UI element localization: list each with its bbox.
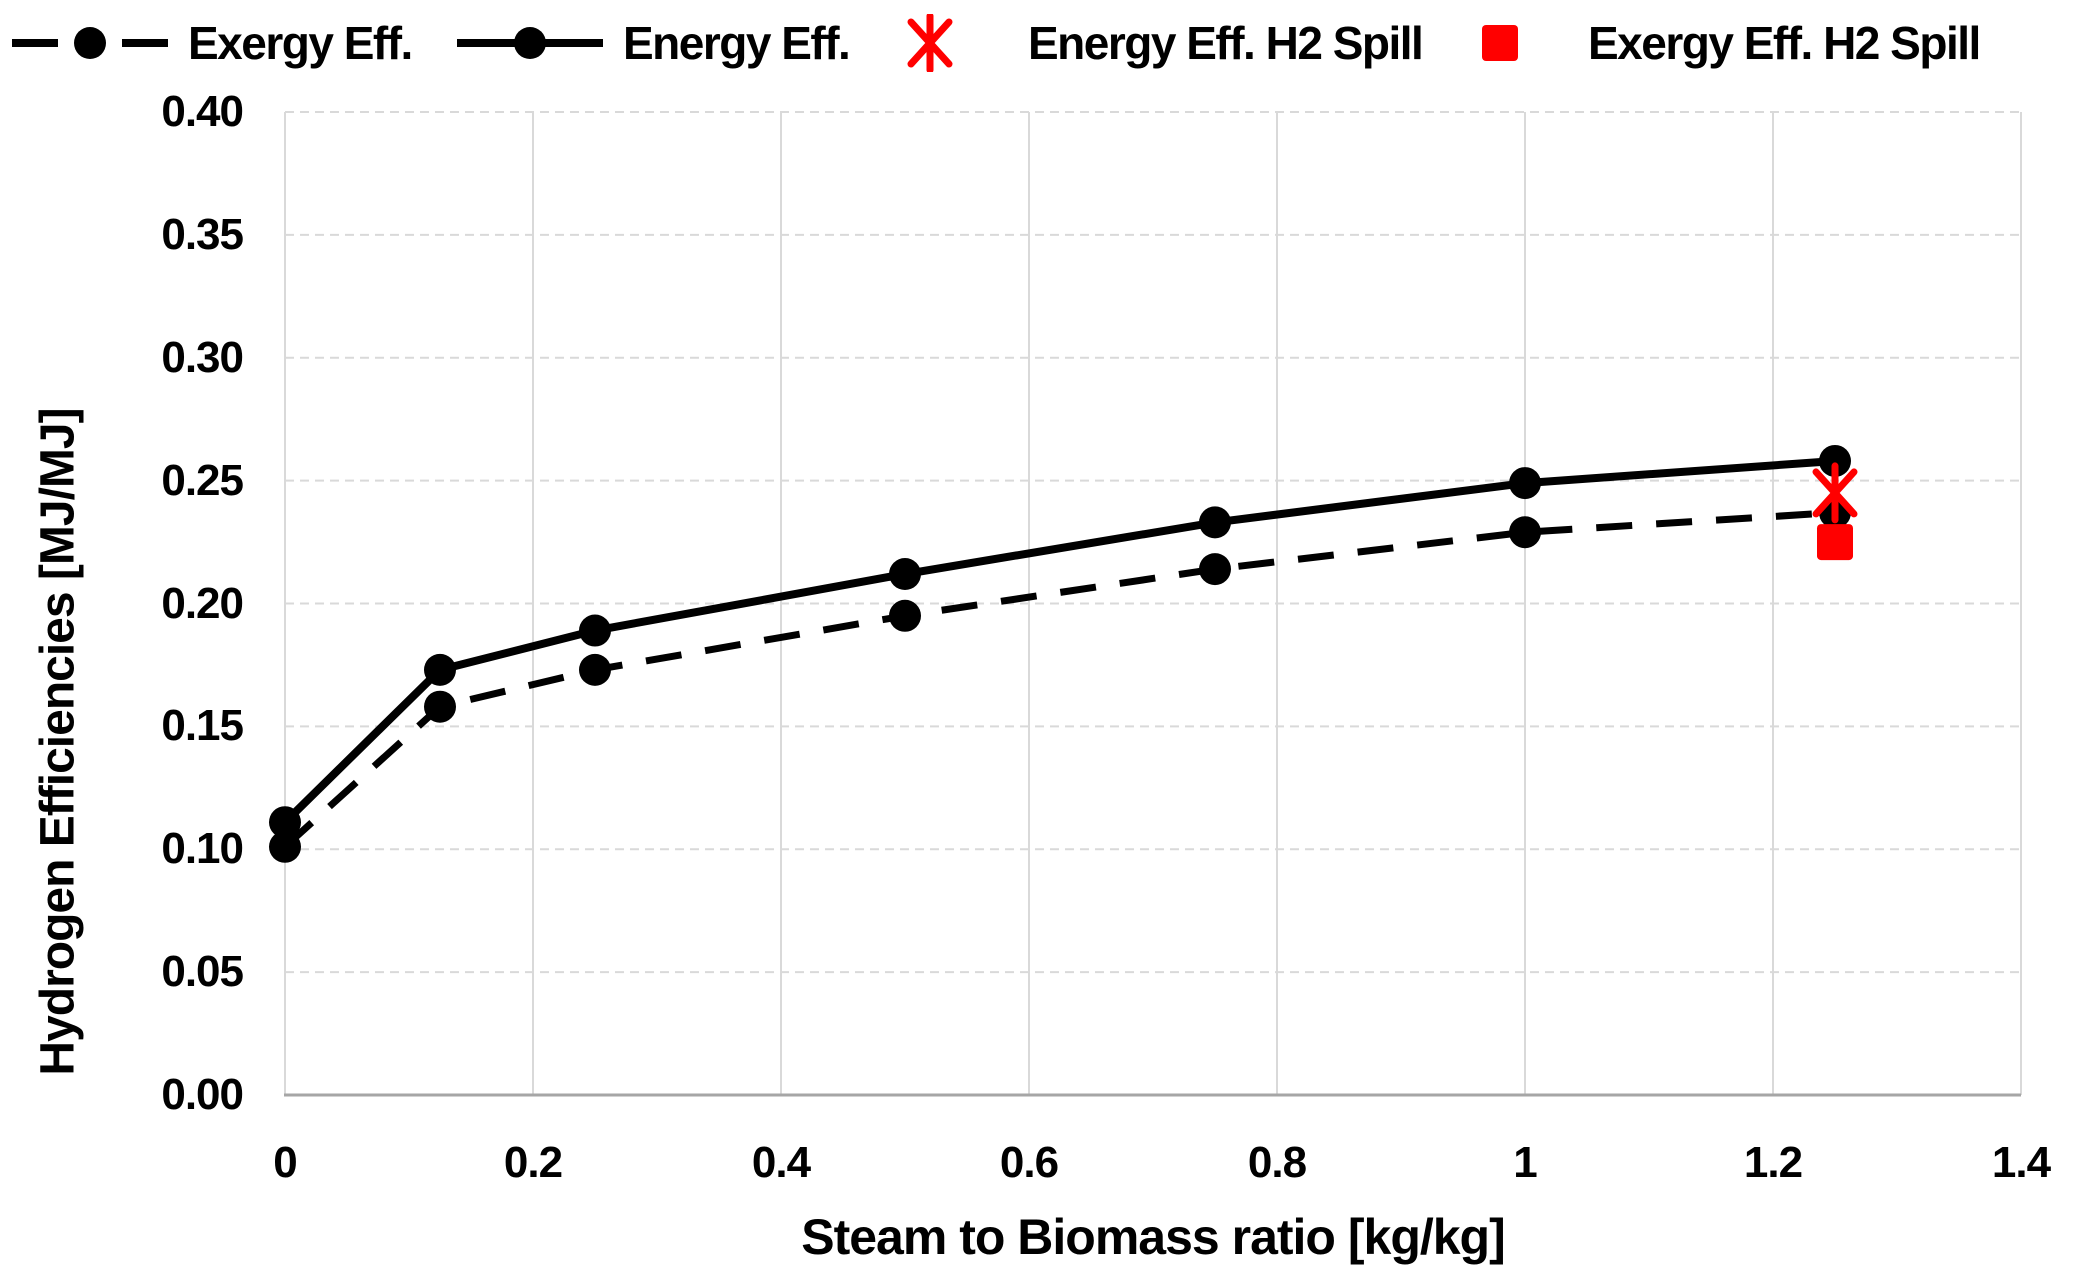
- legend-item-3: Exergy Eff. H2 Spill: [1430, 14, 1981, 72]
- x-tick-label: 0.8: [1247, 1138, 1307, 1187]
- x-tick-label: 1.2: [1743, 1138, 1803, 1187]
- x-tick-label: 0: [273, 1138, 297, 1187]
- series-line-1: [282, 456, 1836, 826]
- y-axis-title: Hydrogen Efficiencies [MJ/MJ]: [31, 408, 85, 1076]
- y-tick-label: 0.10: [161, 824, 244, 874]
- series-1-point-marker: [424, 653, 456, 686]
- x-axis-title: Steam to Biomass ratio [kg/kg]: [801, 1209, 1506, 1265]
- y-tick-label: 0.40: [161, 87, 244, 136]
- legend-square-glyph: [1482, 25, 1518, 61]
- y-tick-label: 0.05: [161, 947, 244, 997]
- series-1-point-marker: [889, 558, 921, 591]
- x-tick-label: 0.2: [503, 1138, 563, 1187]
- legend-item-0: Exergy Eff.: [10, 14, 413, 72]
- legend-circle-glyph: [74, 27, 106, 59]
- y-tick-label: 0.20: [161, 578, 244, 628]
- series-1-point-marker: [1819, 444, 1851, 477]
- legend-asterisk-marker-icon: [907, 14, 953, 72]
- legend-label: Exergy Eff.: [188, 17, 413, 69]
- legend-label: Energy Eff.: [623, 17, 851, 69]
- y-tick-label: 0.35: [161, 209, 244, 259]
- x-tick-label: 1: [1513, 1138, 1537, 1187]
- series-1-point-marker: [269, 806, 301, 839]
- series-2-point-marker: [1812, 462, 1858, 524]
- legend-item-1: Energy Eff.: [455, 14, 851, 72]
- legend-circle-marker-icon: [12, 27, 168, 59]
- legend-label: Energy Eff. H2 Spill: [1028, 17, 1424, 69]
- series-0-point-marker: [1509, 516, 1541, 549]
- series-0-point-marker: [424, 690, 456, 723]
- legend-circle-marker-icon: [457, 27, 603, 59]
- x-tick-label: 0.4: [751, 1138, 811, 1187]
- series-1-point-marker: [1509, 467, 1541, 500]
- series-0-point-marker: [269, 830, 301, 863]
- y-tick-label: 0.25: [161, 455, 244, 505]
- series-line-0: [282, 509, 1836, 850]
- legend-item-2: Energy Eff. H2 Spill: [850, 14, 1424, 72]
- x-tick-label: 1.4: [1991, 1138, 2051, 1187]
- y-tick-label: 0.00: [161, 1070, 244, 1119]
- series-3-point-marker: [1817, 524, 1853, 561]
- series-0-point-marker: [1199, 553, 1231, 586]
- series-0-point-marker: [889, 599, 921, 632]
- legend: Exergy Eff. Energy Eff. Energy Eff. H2 Spi…: [0, 0, 2076, 86]
- x-tick-label: 0.6: [999, 1138, 1059, 1187]
- legend-square-marker-icon: [1482, 25, 1518, 61]
- legend-label: Exergy Eff. H2 Spill: [1588, 17, 1981, 69]
- series-1-point-marker: [579, 614, 611, 647]
- legend-asterisk-glyph: [907, 14, 953, 72]
- y-tick-label: 0.15: [161, 701, 244, 751]
- series-0-point-marker: [579, 653, 611, 686]
- series-1-point-marker: [1199, 506, 1231, 539]
- legend-circle-glyph: [514, 27, 546, 59]
- y-tick-label: 0.30: [161, 332, 244, 382]
